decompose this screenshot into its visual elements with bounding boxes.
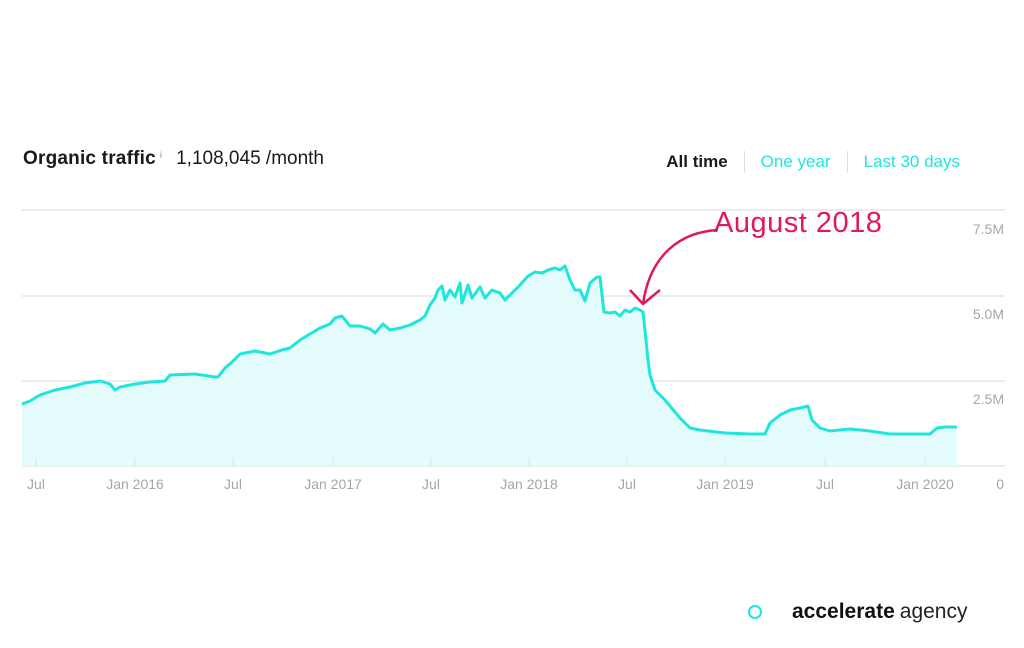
brand-circle-icon (748, 605, 762, 619)
x-tick: Jul (224, 476, 242, 492)
x-tick: Jan 2019 (696, 476, 754, 492)
annotation-arrowhead-icon (629, 289, 661, 306)
x-tick: Jul (422, 476, 440, 492)
info-icon[interactable]: i (159, 150, 163, 161)
range-selector: All time One year Last 30 days (650, 151, 976, 173)
y-tick-5m: 5.0M (972, 306, 1004, 322)
y-tick-2.5m: 2.5M (972, 391, 1004, 407)
x-tick: Jan 2017 (304, 476, 362, 492)
chart-title: Organic traffic (23, 148, 156, 169)
x-ticks (35, 458, 926, 466)
brand-name-bold: accelerate (792, 600, 895, 623)
range-separator (743, 151, 745, 173)
x-tick: Jul (27, 476, 45, 492)
range-one-year[interactable]: One year (760, 152, 831, 171)
y-tick-7.5m: 7.5M (972, 221, 1004, 237)
traffic-line (21, 264, 957, 436)
annotation-arrow (641, 228, 719, 305)
range-separator (846, 151, 848, 173)
x-tick: Jan 2018 (500, 476, 558, 492)
x-tick: Jan 2016 (106, 476, 164, 492)
brand-name-light: agency (899, 600, 968, 623)
y-tick-0: 0 (996, 476, 1004, 492)
traffic-value: 1,108,045 /month (176, 148, 324, 169)
brand-logo: accelerate agency (748, 600, 967, 624)
chart-header: Organic traffic i 1,108,045 /month (23, 148, 324, 170)
range-all-time[interactable]: All time (666, 152, 728, 171)
x-tick: Jul (618, 476, 636, 492)
annotation-label: August 2018 (714, 207, 883, 239)
x-tick: Jul (816, 476, 834, 492)
traffic-area (22, 266, 957, 466)
range-last-30-days[interactable]: Last 30 days (863, 152, 960, 171)
x-tick: Jan 2020 (896, 476, 954, 492)
